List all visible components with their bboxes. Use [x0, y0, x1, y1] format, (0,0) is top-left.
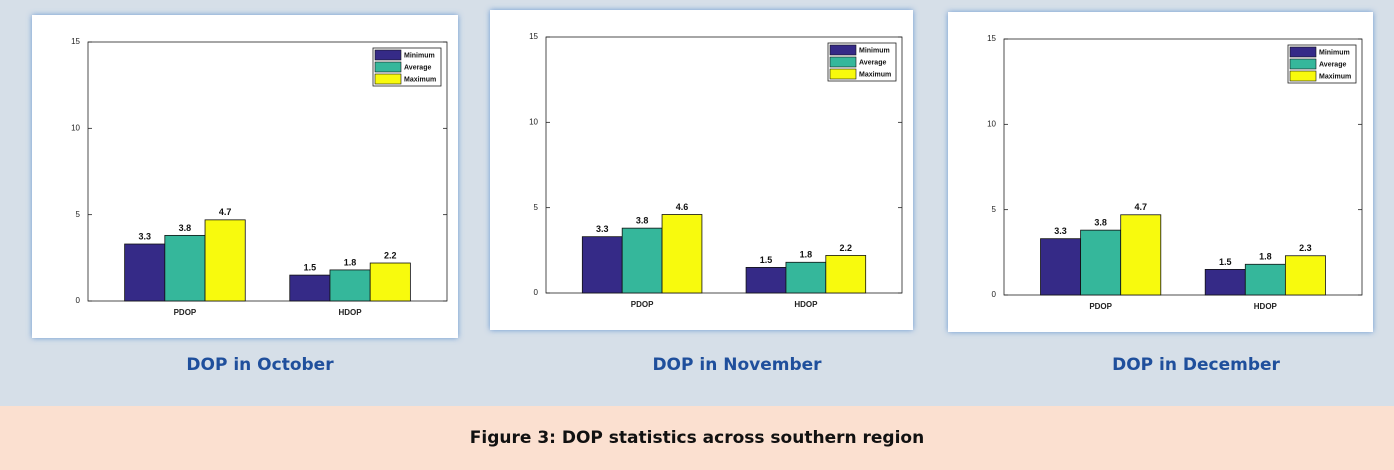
bar — [1120, 214, 1162, 296]
legend-swatch — [374, 49, 402, 61]
chart-caption: DOP in October — [186, 355, 334, 375]
y-tick-label: 0 — [534, 288, 539, 297]
y-tick-label: 5 — [534, 203, 539, 212]
legend-label: Maximum — [404, 76, 436, 83]
legend-label: Average — [404, 64, 431, 71]
legend-label: Minimum — [1319, 49, 1350, 56]
data-label: 3.3 — [1054, 226, 1067, 236]
legend-swatch — [374, 61, 402, 73]
legend-swatch — [374, 73, 402, 85]
bar — [1204, 268, 1246, 296]
y-tick-label: 15 — [987, 34, 996, 43]
x-tick-label: PDOP — [174, 308, 197, 317]
legend-label: Maximum — [859, 71, 891, 78]
bar — [164, 234, 206, 302]
data-label: 2.2 — [384, 250, 397, 260]
data-label: 1.8 — [1259, 252, 1272, 262]
bar — [329, 269, 371, 302]
bar — [785, 261, 827, 294]
bar — [124, 243, 166, 302]
legend-swatch — [1289, 58, 1317, 70]
data-label: 1.5 — [304, 262, 317, 272]
data-label: 3.3 — [138, 231, 151, 241]
data-label: 3.3 — [596, 224, 609, 234]
x-tick-label: PDOP — [631, 300, 654, 309]
data-label: 4.6 — [676, 202, 689, 212]
data-label: 1.8 — [344, 257, 357, 267]
bar — [1040, 238, 1082, 296]
data-label: 3.8 — [636, 216, 649, 226]
data-label: 2.2 — [839, 243, 852, 253]
axes-box — [87, 41, 448, 302]
data-label: 1.5 — [1219, 257, 1232, 267]
x-tick-label: HDOP — [794, 300, 818, 309]
legend-label: Average — [859, 59, 886, 66]
y-tick-label: 0 — [76, 296, 81, 305]
x-tick-label: PDOP — [1089, 302, 1112, 311]
bar — [1080, 229, 1122, 296]
legend-label: Minimum — [404, 52, 435, 59]
bar — [204, 219, 246, 302]
x-tick-label: HDOP — [1254, 302, 1278, 311]
y-tick-label: 5 — [992, 205, 997, 214]
bar — [745, 266, 787, 294]
legend-label: Maximum — [1319, 73, 1351, 80]
data-label: 1.5 — [760, 255, 773, 265]
legend-swatch — [829, 56, 857, 68]
data-label: 2.3 — [1299, 243, 1312, 253]
bar — [1284, 255, 1326, 296]
chart-caption: DOP in November — [652, 355, 822, 375]
legend-label: Average — [1319, 61, 1346, 68]
bar — [621, 227, 663, 294]
chart-caption: DOP in December — [1112, 355, 1280, 375]
bar — [369, 262, 411, 302]
data-label: 1.8 — [800, 250, 813, 260]
y-tick-label: 10 — [71, 123, 80, 132]
legend-swatch — [829, 44, 857, 56]
caption-band — [0, 406, 1394, 470]
y-tick-label: 10 — [529, 117, 538, 126]
data-label: 3.8 — [1094, 218, 1107, 228]
axes-box — [545, 36, 903, 294]
y-tick-label: 15 — [529, 32, 538, 41]
y-tick-label: 15 — [71, 37, 80, 46]
y-tick-label: 10 — [987, 119, 996, 128]
legend-swatch — [1289, 46, 1317, 58]
data-label: 4.7 — [219, 207, 232, 217]
bar — [825, 255, 867, 294]
legend-swatch — [1289, 70, 1317, 82]
legend-swatch — [829, 68, 857, 80]
bar — [1244, 263, 1286, 296]
axes-box — [1003, 38, 1363, 296]
y-tick-label: 5 — [76, 210, 81, 219]
bar — [661, 214, 703, 294]
legend-label: Minimum — [859, 47, 890, 54]
data-label: 4.7 — [1134, 202, 1147, 212]
data-label: 3.8 — [179, 223, 192, 233]
bar — [289, 274, 331, 302]
x-tick-label: HDOP — [339, 308, 363, 317]
figure-caption: Figure 3: DOP statistics across southern… — [470, 428, 924, 448]
y-tick-label: 0 — [992, 290, 997, 299]
bar — [581, 236, 623, 294]
